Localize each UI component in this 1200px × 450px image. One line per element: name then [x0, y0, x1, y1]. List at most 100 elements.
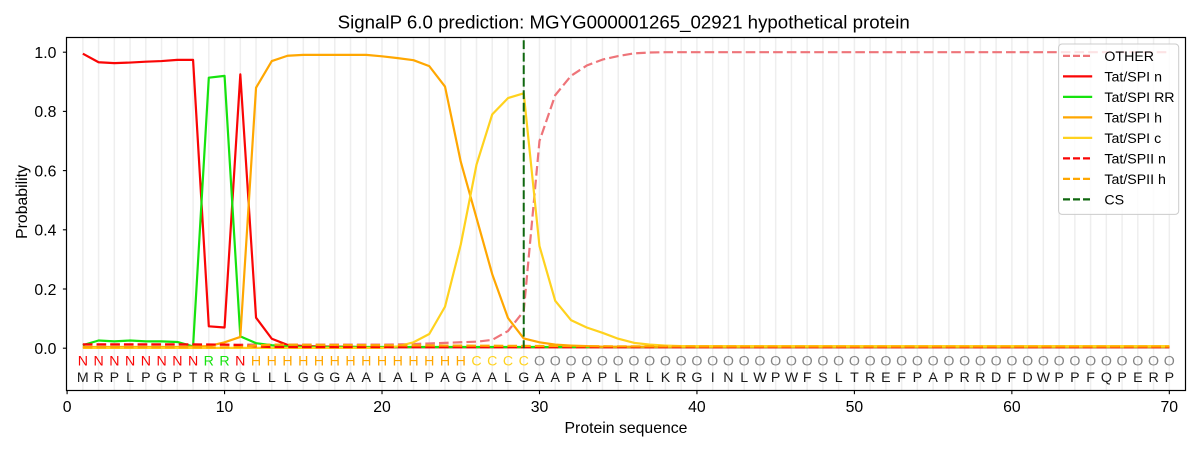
svg-text:N: N [109, 353, 119, 369]
svg-text:G: G [298, 370, 309, 386]
svg-text:N: N [235, 353, 245, 369]
svg-text:O: O [660, 353, 671, 369]
svg-text:R: R [959, 370, 969, 386]
svg-text:O: O [802, 353, 813, 369]
svg-text:I: I [711, 370, 715, 386]
svg-text:E: E [881, 370, 890, 386]
svg-text:O: O [565, 353, 576, 369]
svg-text:P: P [944, 370, 953, 386]
svg-text:0.6: 0.6 [34, 163, 56, 180]
svg-text:A: A [346, 370, 356, 386]
svg-text:H: H [361, 353, 371, 369]
svg-text:H: H [298, 353, 308, 369]
svg-text:P: P [141, 370, 150, 386]
svg-text:A: A [582, 370, 592, 386]
svg-text:L: L [646, 370, 654, 386]
svg-text:O: O [975, 353, 986, 369]
svg-text:O: O [1085, 353, 1096, 369]
svg-text:R: R [219, 353, 229, 369]
svg-text:R: R [1148, 370, 1158, 386]
svg-text:N: N [156, 353, 166, 369]
svg-text:1.0: 1.0 [34, 45, 56, 62]
svg-text:O: O [817, 353, 828, 369]
svg-text:O: O [1006, 353, 1017, 369]
svg-text:O: O [1022, 353, 1033, 369]
svg-text:W: W [753, 370, 767, 386]
svg-text:C: C [503, 353, 513, 369]
svg-text:N: N [188, 353, 198, 369]
svg-text:M: M [77, 370, 89, 386]
svg-text:L: L [504, 370, 512, 386]
svg-text:C: C [487, 353, 497, 369]
svg-text:P: P [771, 370, 780, 386]
svg-text:A: A [535, 370, 545, 386]
svg-text:40: 40 [688, 399, 706, 416]
svg-text:O: O [959, 353, 970, 369]
svg-text:Q: Q [1101, 370, 1112, 386]
svg-text:O: O [770, 353, 781, 369]
svg-text:A: A [393, 370, 403, 386]
svg-text:P: P [1117, 370, 1126, 386]
svg-text:O: O [754, 353, 765, 369]
svg-text:0.0: 0.0 [34, 341, 56, 358]
svg-text:20: 20 [373, 399, 391, 416]
svg-text:R: R [865, 370, 875, 386]
svg-text:O: O [534, 353, 545, 369]
svg-text:H: H [314, 353, 324, 369]
svg-text:P: P [425, 370, 434, 386]
svg-text:10: 10 [216, 399, 234, 416]
svg-text:L: L [284, 370, 292, 386]
svg-text:Tat/SPI n: Tat/SPI n [1104, 70, 1162, 86]
svg-text:O: O [597, 353, 608, 369]
svg-text:0.8: 0.8 [34, 104, 56, 121]
svg-text:L: L [268, 370, 276, 386]
svg-text:K: K [661, 370, 671, 386]
svg-text:O: O [644, 353, 655, 369]
svg-text:O: O [691, 353, 702, 369]
svg-text:N: N [172, 353, 182, 369]
svg-text:O: O [1038, 353, 1049, 369]
svg-text:O: O [1101, 353, 1112, 369]
svg-text:P: P [566, 370, 575, 386]
svg-text:G: G [235, 370, 246, 386]
svg-text:70: 70 [1161, 399, 1179, 416]
svg-text:O: O [1054, 353, 1065, 369]
svg-text:G: G [518, 370, 529, 386]
svg-text:50: 50 [846, 399, 864, 416]
svg-text:Probability: Probability [14, 165, 31, 239]
svg-text:O: O [896, 353, 907, 369]
svg-text:L: L [740, 370, 748, 386]
svg-text:D: D [1022, 370, 1032, 386]
svg-text:L: L [410, 370, 418, 386]
svg-text:G: G [691, 370, 702, 386]
svg-text:H: H [251, 353, 261, 369]
svg-text:G: G [314, 370, 325, 386]
svg-text:Tat/SPI h: Tat/SPI h [1104, 111, 1162, 127]
svg-text:L: L [614, 370, 622, 386]
svg-text:R: R [204, 353, 214, 369]
svg-text:A: A [362, 370, 372, 386]
svg-text:P: P [1054, 370, 1063, 386]
svg-text:A: A [550, 370, 560, 386]
svg-text:W: W [1037, 370, 1051, 386]
svg-text:E: E [1133, 370, 1142, 386]
svg-text:G: G [156, 370, 167, 386]
svg-text:O: O [991, 353, 1002, 369]
svg-text:H: H [267, 353, 277, 369]
svg-text:A: A [472, 370, 482, 386]
svg-text:N: N [125, 353, 135, 369]
svg-text:H: H [408, 353, 418, 369]
svg-text:L: L [378, 370, 386, 386]
svg-text:Protein sequence: Protein sequence [565, 420, 688, 437]
svg-text:T: T [850, 370, 859, 386]
svg-text:A: A [928, 370, 938, 386]
svg-text:H: H [456, 353, 466, 369]
svg-text:N: N [723, 370, 733, 386]
svg-text:D: D [991, 370, 1001, 386]
svg-text:P: P [598, 370, 607, 386]
svg-text:30: 30 [531, 399, 549, 416]
svg-text:H: H [377, 353, 387, 369]
svg-text:SignalP 6.0 prediction: MGYG00: SignalP 6.0 prediction: MGYG000001265_02… [338, 11, 910, 33]
svg-text:R: R [629, 370, 639, 386]
svg-text:O: O [1148, 353, 1159, 369]
